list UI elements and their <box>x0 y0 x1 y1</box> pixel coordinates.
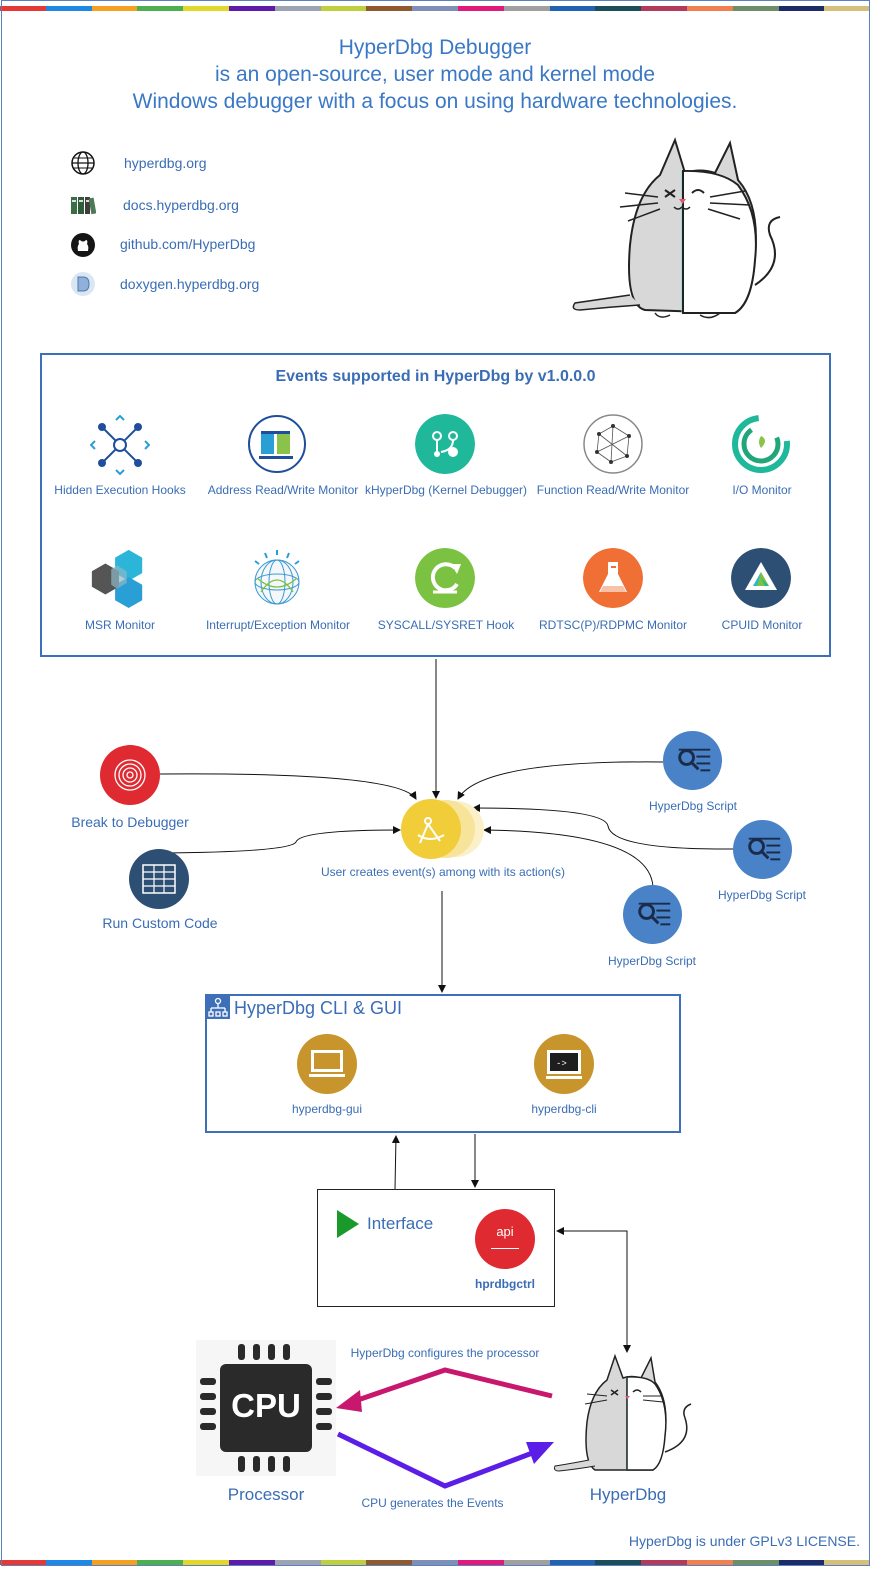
configure-arrowhead <box>336 1390 362 1412</box>
event-label-io-monitor: I/O Monitor <box>732 483 792 497</box>
hyperdbg-cat-logo <box>572 137 781 319</box>
event-label-rdtsc-monitor: RDTSC(P)/RDPMC Monitor <box>538 618 687 632</box>
group-icon <box>206 995 230 1019</box>
page-frame <box>1 0 870 1566</box>
api-label: hprdbgctrl <box>475 1277 535 1291</box>
event-label-msr-monitor: MSR Monitor <box>84 618 155 632</box>
play-icon <box>337 1210 359 1238</box>
events-title: Events supported in HyperDbg by v1.0.0.0 <box>275 368 596 385</box>
event-label-hidden-hooks: Hidden Execution Hooks <box>54 483 186 497</box>
msr-monitor-icon <box>91 549 143 608</box>
page-title: HyperDbg Debugger is an open-source, use… <box>0 34 870 115</box>
license-text: HyperDbg is under GPLv3 LICENSE. <box>628 1533 860 1549</box>
link-docs[interactable]: docs.hyperdbg.org <box>123 197 239 213</box>
title-line-1: HyperDbg Debugger <box>338 36 532 59</box>
api-text: api <box>496 1224 514 1239</box>
doxygen-icon <box>71 272 95 296</box>
io-monitor-icon <box>732 415 790 473</box>
script-label-1: HyperDbg Script <box>648 799 738 813</box>
cli-gui-panel <box>205 994 681 1133</box>
event-label-function-monitor: Function Read/Write Monitor <box>536 483 690 497</box>
cpu-arrows-layer <box>336 1367 554 1489</box>
event-label-cpuid-monitor: CPUID Monitor <box>721 618 803 632</box>
link-doxygen[interactable]: doxygen.hyperdbg.org <box>120 276 260 292</box>
break-target-icon <box>100 745 160 805</box>
event-label-syscall-hook: SYSCALL/SYSRET Hook <box>377 618 515 632</box>
interface-panel <box>317 1189 555 1307</box>
generate-arrowhead <box>526 1442 554 1464</box>
script-icon-3 <box>623 885 682 944</box>
script-label-2: HyperDbg Script <box>717 888 807 902</box>
event-label-kernel-debugger: kHyperDbg (Kernel Debugger) <box>364 483 528 497</box>
gui-label: hyperdbg-gui <box>291 1102 363 1116</box>
github-icon <box>71 233 95 257</box>
script-icon-2 <box>733 820 792 879</box>
user-event-icon <box>401 799 484 859</box>
kernel-debugger-icon <box>415 414 475 474</box>
configure-arrow <box>351 1367 553 1405</box>
hyperdbg-label: HyperDbg <box>589 1485 667 1504</box>
script-icon-1 <box>663 731 722 790</box>
cpuid-monitor-icon <box>731 548 791 608</box>
api-icon[interactable]: api <box>475 1209 535 1269</box>
bottom-color-stripe <box>0 1560 871 1565</box>
link-github[interactable]: github.com/HyperDbg <box>120 236 256 252</box>
syscall-hook-icon <box>415 548 475 608</box>
event-label-address-monitor: Address Read/Write Monitor <box>207 483 359 497</box>
generates-label: CPU generates the Events <box>361 1496 504 1510</box>
books-icon <box>71 197 96 215</box>
break-label: Break to Debugger <box>71 814 189 830</box>
title-line-3: Windows debugger with a focus on using h… <box>132 90 738 113</box>
rdtsc-monitor-icon <box>583 548 643 608</box>
processor-label: Processor <box>227 1485 305 1504</box>
link-hyperdbg-org[interactable]: hyperdbg.org <box>124 155 207 171</box>
configures-label: HyperDbg configures the processor <box>350 1346 540 1360</box>
events-panel <box>40 353 831 657</box>
top-color-stripe <box>0 6 871 11</box>
user-event-label: User creates event(s) among with its act… <box>320 865 566 879</box>
cpu-chip-icon <box>196 1340 336 1476</box>
cpu-text: CPU <box>231 1387 301 1424</box>
globe-icon <box>71 151 95 175</box>
gui-icon[interactable] <box>297 1034 357 1094</box>
script-label-3: HyperDbg Script <box>607 954 697 968</box>
interrupt-monitor-icon <box>254 550 300 605</box>
function-monitor-icon <box>583 414 643 474</box>
hyperdbg-cat-small <box>554 1353 692 1472</box>
hidden-hooks-icon <box>90 415 150 475</box>
address-monitor-icon <box>248 415 306 473</box>
custom-code-label: Run Custom Code <box>102 915 218 931</box>
interface-title: Interface <box>367 1214 434 1233</box>
svg-text:->: -> <box>556 1059 567 1069</box>
custom-code-icon <box>129 849 189 909</box>
cli-icon[interactable]: -> <box>534 1034 594 1094</box>
cli-gui-title: HyperDbg CLI & GUI <box>234 998 403 1018</box>
title-line-2: is an open-source, user mode and kernel … <box>214 63 656 86</box>
event-label-interrupt-monitor: Interrupt/Exception Monitor <box>205 618 351 632</box>
generate-arrow <box>336 1431 536 1489</box>
cli-label: hyperdbg-cli <box>531 1102 597 1116</box>
